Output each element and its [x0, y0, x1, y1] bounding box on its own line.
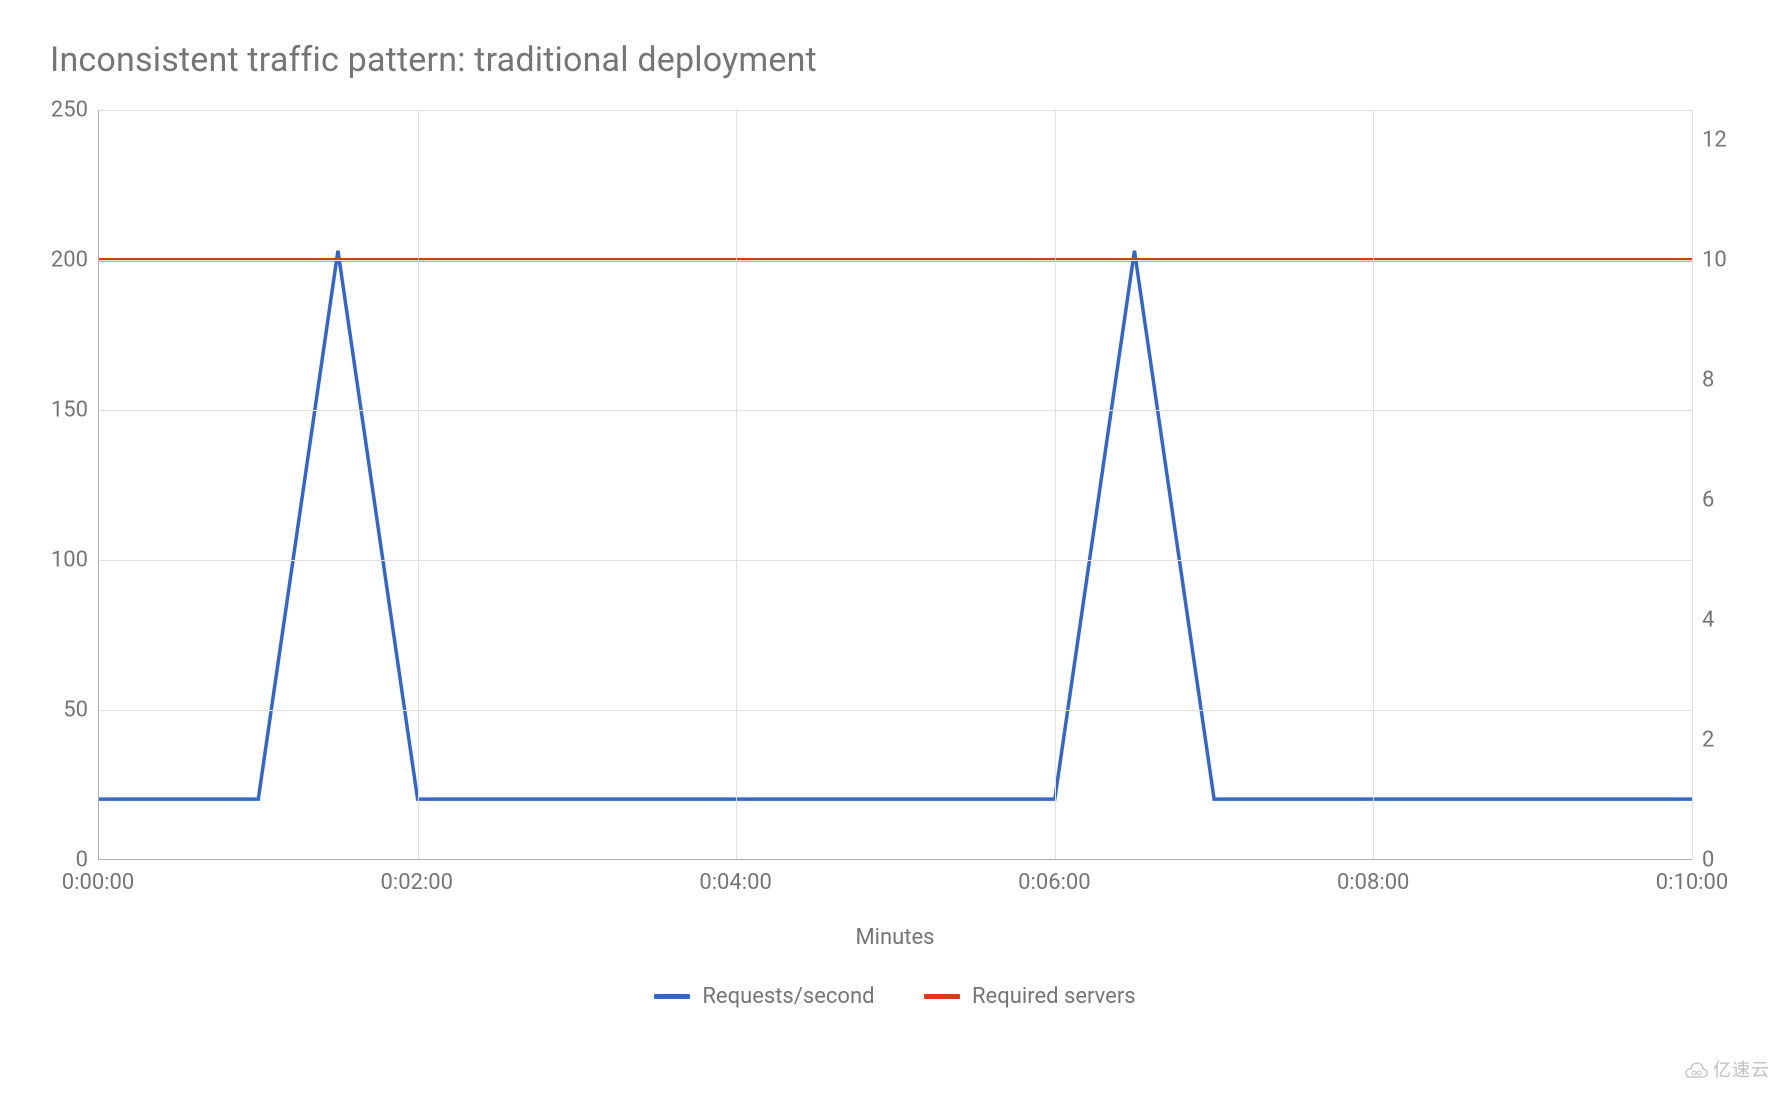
x-tick: 0:04:00 — [699, 870, 771, 895]
x-axis-title: Minutes — [40, 925, 1750, 950]
legend-item-servers: Required servers — [924, 984, 1136, 1009]
legend-swatch-servers — [924, 994, 960, 999]
gridline-vertical — [1692, 110, 1693, 859]
plot-area — [98, 110, 1692, 860]
chart-title: Inconsistent traffic pattern: traditiona… — [50, 40, 1750, 80]
x-tick: 0:08:00 — [1337, 870, 1409, 895]
gridline-vertical — [736, 110, 737, 859]
legend-label-requests: Requests/second — [702, 984, 874, 1009]
x-tick: 0:10:00 — [1656, 870, 1728, 895]
gridline-horizontal — [99, 110, 1692, 111]
y-left-tick: 0 — [40, 848, 88, 873]
x-tick: 0:00:00 — [62, 870, 134, 895]
gridline-horizontal — [99, 260, 1692, 261]
y-left-axis-labels: 050100150200250 — [40, 110, 88, 860]
y-right-tick: 12 — [1702, 128, 1750, 153]
y-right-tick: 10 — [1702, 248, 1750, 273]
y-right-tick: 4 — [1702, 608, 1750, 633]
x-tick: 0:02:00 — [381, 870, 453, 895]
gridline-horizontal — [99, 560, 1692, 561]
y-left-tick: 50 — [40, 698, 88, 723]
cloud-icon — [1683, 1062, 1709, 1080]
legend-label-servers: Required servers — [972, 984, 1136, 1009]
y-left-tick: 150 — [40, 398, 88, 423]
legend: Requests/second Required servers — [40, 980, 1750, 1009]
gridline-vertical — [418, 110, 419, 859]
series-line-0 — [99, 251, 1692, 799]
gridline-horizontal — [99, 710, 1692, 711]
legend-swatch-requests — [654, 994, 690, 999]
y-left-tick: 100 — [40, 548, 88, 573]
y-left-tick: 250 — [40, 98, 88, 123]
legend-item-requests: Requests/second — [654, 984, 874, 1009]
gridline-horizontal — [99, 410, 1692, 411]
y-right-tick: 2 — [1702, 728, 1750, 753]
y-right-tick: 0 — [1702, 848, 1750, 873]
x-tick: 0:06:00 — [1018, 870, 1090, 895]
watermark-text: 亿速云 — [1713, 1060, 1770, 1081]
gridline-vertical — [1373, 110, 1374, 859]
gridline-vertical — [1055, 110, 1056, 859]
y-right-axis-labels: 024681012 — [1702, 110, 1750, 860]
y-left-tick: 200 — [40, 248, 88, 273]
y-right-tick: 8 — [1702, 368, 1750, 393]
chart-lines-svg — [99, 110, 1692, 859]
chart-container: Inconsistent traffic pattern: traditiona… — [40, 40, 1750, 110]
watermark: 亿速云 — [1683, 1056, 1770, 1082]
y-right-tick: 6 — [1702, 488, 1750, 513]
